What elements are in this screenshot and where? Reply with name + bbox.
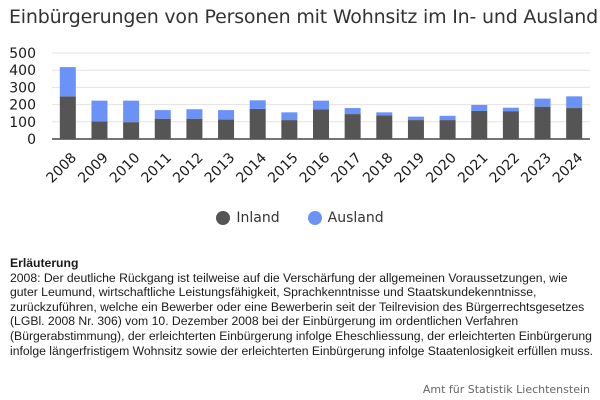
x-tick-label: 2014	[233, 150, 270, 187]
x-tick-label: 2012	[170, 150, 207, 187]
bar-inland-2013[interactable]	[218, 119, 235, 139]
bar-ausland-2024[interactable]	[566, 96, 583, 109]
x-tick-label: 2013	[202, 150, 239, 187]
explanation-heading: Erläuterung	[10, 256, 79, 270]
x-tick-label: 2015	[265, 150, 302, 187]
x-tick-label: 2009	[75, 150, 112, 187]
bar-inland-2010[interactable]	[123, 122, 140, 139]
x-tick-label: 2020	[423, 150, 460, 187]
x-tick-label: 2010	[107, 150, 144, 187]
bar-ausland-2016[interactable]	[313, 100, 329, 110]
bar-ausland-2018[interactable]	[376, 112, 393, 116]
bar-ausland-2015[interactable]	[281, 112, 298, 121]
bar-inland-2009[interactable]	[91, 121, 108, 139]
x-tick-label: 2021	[455, 150, 492, 187]
bar-ausland-2011[interactable]	[154, 110, 171, 119]
bar-ausland-2021[interactable]	[471, 104, 488, 111]
bar-inland-2023[interactable]	[534, 106, 551, 139]
bar-inland-2021[interactable]	[471, 110, 488, 139]
bar-inland-2018[interactable]	[376, 115, 393, 139]
bars	[59, 67, 583, 139]
y-tick-label: 200	[9, 98, 36, 114]
x-tick-label: 2019	[392, 150, 429, 187]
bar-inland-2019[interactable]	[407, 120, 424, 139]
x-tick-label: 2008	[44, 150, 81, 187]
legend-swatch-ausland	[307, 211, 322, 225]
legend-item-inland[interactable]: Inland	[216, 210, 280, 226]
bar-inland-2024[interactable]	[566, 108, 583, 139]
x-tick-label: 2011	[139, 150, 176, 187]
y-tick-label: 500	[9, 46, 36, 62]
y-tick-label: 0	[27, 132, 36, 148]
legend-label-inland: Inland	[236, 210, 280, 226]
legend-label-ausland: Ausland	[327, 210, 384, 226]
bar-ausland-2023[interactable]	[534, 98, 551, 107]
bar-inland-2012[interactable]	[186, 118, 203, 139]
chart-title: Einbürgerungen von Personen mit Wohnsitz…	[9, 6, 598, 28]
legend-item-ausland[interactable]: Ausland	[307, 210, 384, 226]
bar-ausland-2010[interactable]	[123, 100, 140, 123]
y-tick-label: 300	[9, 80, 36, 96]
bar-inland-2022[interactable]	[502, 111, 519, 139]
bar-ausland-2013[interactable]	[218, 110, 235, 120]
bar-inland-2011[interactable]	[154, 118, 171, 139]
bar-inland-2015[interactable]	[281, 120, 298, 139]
bar-ausland-2014[interactable]	[249, 100, 266, 109]
bar-inland-2020[interactable]	[439, 120, 456, 139]
bar-ausland-2008[interactable]	[59, 67, 76, 97]
x-tick-label: 2023	[518, 150, 555, 187]
source-credit: Amt für Statistik Liechtenstein	[422, 383, 590, 396]
bar-ausland-2019[interactable]	[407, 116, 424, 121]
bar-ausland-2012[interactable]	[186, 109, 203, 119]
bar-inland-2008[interactable]	[59, 96, 76, 139]
bar-ausland-2022[interactable]	[502, 107, 519, 112]
bar-inland-2017[interactable]	[344, 114, 361, 139]
x-tick-label: 2016	[297, 150, 334, 187]
bar-inland-2016[interactable]	[313, 109, 329, 139]
bar-ausland-2020[interactable]	[439, 115, 456, 121]
x-tick-label: 2022	[487, 150, 524, 187]
x-tick-label: 2024	[550, 150, 587, 187]
explanation-note: Erläuterung 2008: Der deutliche Rückgang…	[10, 256, 594, 358]
x-axis-ticks: 2008200920102011201220132014201520162017…	[44, 150, 587, 187]
explanation-text: 2008: Der deutliche Rückgang ist teilwei…	[10, 270, 594, 358]
x-tick-label: 2017	[328, 150, 365, 187]
bar-ausland-2009[interactable]	[91, 100, 108, 122]
legend-swatch-inland	[216, 211, 231, 225]
legend: Inland Ausland	[0, 210, 600, 226]
bar-inland-2014[interactable]	[249, 108, 266, 139]
bar-ausland-2017[interactable]	[344, 108, 361, 115]
y-tick-label: 100	[9, 115, 36, 131]
y-tick-label: 400	[9, 63, 36, 79]
x-tick-label: 2018	[360, 150, 397, 187]
